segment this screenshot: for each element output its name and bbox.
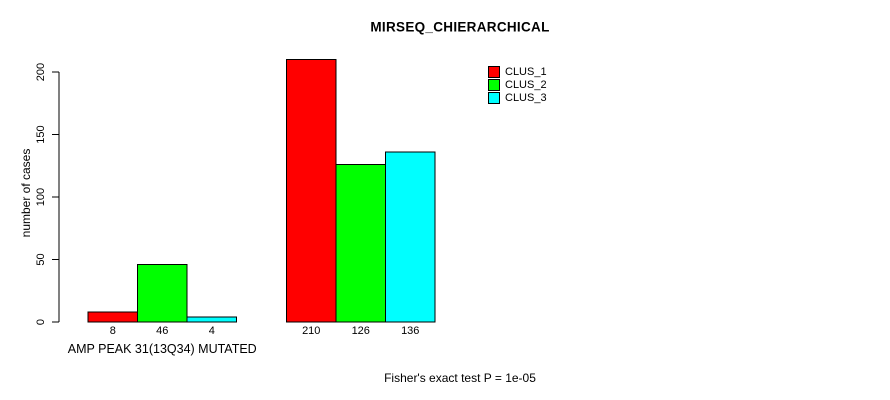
bar-clus_3-group1 — [186, 316, 237, 323]
legend-swatch-clus_3 — [488, 91, 500, 104]
legend-label-clus_3: CLUS_3 — [505, 91, 547, 104]
legend-item-clus_3: CLUS_3 — [488, 91, 547, 104]
bar-clus_3-group2 — [385, 151, 436, 323]
legend-swatch-clus_1 — [488, 65, 500, 78]
y-tick-label-150: 150 — [35, 125, 47, 143]
legend-label-clus_2: CLUS_2 — [505, 78, 547, 91]
bar-value-label-clus_1-group2: 210 — [302, 325, 320, 337]
bar-value-label-clus_2-group2: 126 — [352, 325, 370, 337]
legend: CLUS_1 CLUS_2 CLUS_3 — [488, 65, 547, 104]
y-tick-label-0: 0 — [35, 319, 47, 325]
bar-clus_1-group2 — [286, 59, 337, 323]
bar-clus_1-group1 — [87, 311, 138, 323]
x-category-label-group1: AMP PEAK 31(13Q34) MUTATED — [68, 342, 257, 356]
y-tick-label-200: 200 — [35, 63, 47, 81]
bar-value-label-clus_3-group1: 4 — [209, 325, 215, 337]
legend-item-clus_1: CLUS_1 — [488, 65, 547, 78]
y-tick-label-50: 50 — [35, 253, 47, 265]
bar-clus_2-group2 — [335, 164, 386, 323]
pvalue-annotation: Fisher's exact test P = 1e-05 — [384, 371, 536, 385]
y-tick-label-100: 100 — [35, 188, 47, 206]
legend-item-clus_2: CLUS_2 — [488, 78, 547, 91]
legend-swatch-clus_2 — [488, 78, 500, 91]
bar-clus_2-group1 — [137, 264, 188, 323]
chart-title: MIRSEQ_CHIERARCHICAL — [370, 19, 550, 35]
bar-value-label-clus_3-group2: 136 — [401, 325, 419, 337]
legend-label-clus_1: CLUS_1 — [505, 65, 547, 78]
bar-value-label-clus_2-group1: 46 — [156, 325, 168, 337]
bar-value-label-clus_1-group1: 8 — [110, 325, 116, 337]
